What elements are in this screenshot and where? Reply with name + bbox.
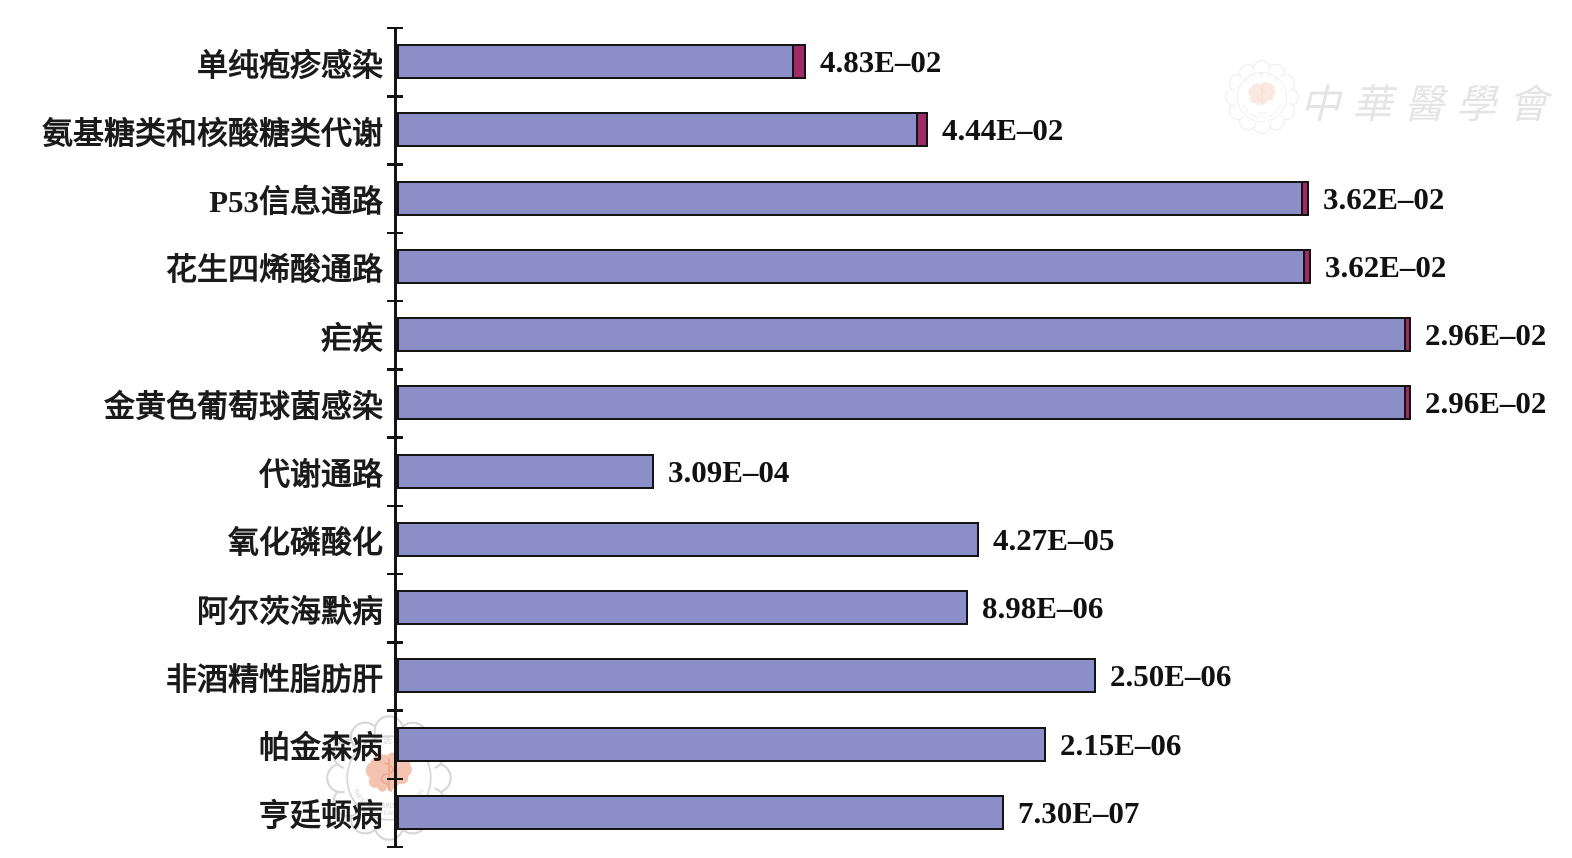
- value-label: 7.30E–07: [1018, 794, 1140, 830]
- axis-tick: [387, 572, 403, 576]
- value-label: 2.96E–02: [1425, 317, 1547, 353]
- category-label: 亨廷顿病: [259, 798, 383, 834]
- value-label: 2.96E–02: [1425, 385, 1547, 421]
- value-label: 4.27E–05: [993, 521, 1115, 557]
- bar-main-segment: [398, 182, 1301, 214]
- category-label: 氧化磷酸化: [228, 525, 383, 561]
- category-label: 代谢通路: [259, 457, 383, 493]
- bar-main-segment: [398, 46, 792, 78]
- bar: [396, 590, 968, 626]
- value-label: 2.15E–06: [1060, 726, 1182, 762]
- category-label: 帕金森病: [259, 730, 383, 766]
- bar-cap-segment: [791, 46, 804, 78]
- bar: [396, 726, 1046, 762]
- value-label: 4.44E–02: [942, 112, 1064, 148]
- axis-tick: [387, 95, 403, 98]
- bar-main-segment: [398, 660, 1094, 692]
- bar-main-segment: [398, 523, 977, 555]
- value-label: 3.62E–02: [1323, 180, 1445, 216]
- bar: [396, 112, 928, 148]
- category-label: 花生四烯酸通路: [166, 252, 383, 288]
- axis-tick: [387, 368, 403, 371]
- axis-tick: [387, 777, 403, 780]
- value-label: 3.62E–02: [1325, 248, 1447, 284]
- axis-tick: [387, 299, 403, 303]
- category-label: 阿尔茨海默病: [197, 593, 383, 629]
- value-label: 3.09E–04: [668, 453, 790, 489]
- bar: [396, 317, 1411, 353]
- bar-main-segment: [398, 387, 1404, 419]
- bar-main-segment: [398, 250, 1303, 282]
- bar: [396, 453, 654, 489]
- axis-tick: [387, 641, 403, 644]
- bar-main-segment: [398, 319, 1404, 351]
- bar: [396, 794, 1004, 830]
- category-label: 金黄色葡萄球菌感染: [104, 388, 383, 424]
- bar: [396, 385, 1411, 421]
- bar-cap-segment: [1302, 250, 1309, 282]
- bar: [396, 521, 979, 557]
- value-label: 2.50E–06: [1110, 658, 1232, 694]
- category-label: 氨基糖类和核酸糖类代谢: [42, 115, 383, 151]
- axis-tick: [387, 845, 403, 849]
- bar-cap-segment: [1403, 387, 1409, 419]
- bar-cap-segment: [1300, 182, 1307, 214]
- bar: [396, 658, 1096, 694]
- bar: [396, 180, 1309, 216]
- bar-cap-segment: [1403, 319, 1409, 351]
- axis-tick: [387, 231, 403, 234]
- category-label: P53信息通路: [209, 184, 383, 220]
- category-label: 疟疾: [321, 320, 383, 356]
- value-label: 4.83E–02: [820, 44, 942, 80]
- category-label: 单纯疱疹感染: [197, 47, 383, 83]
- bar-main-segment: [398, 796, 1002, 828]
- bar: [396, 248, 1311, 284]
- bar-main-segment: [398, 114, 916, 146]
- axis-tick: [387, 436, 403, 439]
- category-label: 非酒精性脂肪肝: [166, 661, 383, 697]
- axis-tick: [387, 709, 403, 712]
- bar-cap-segment: [915, 114, 926, 146]
- bar-main-segment: [398, 728, 1044, 760]
- bar-main-segment: [398, 592, 966, 624]
- axis-tick: [387, 26, 403, 30]
- axis-tick: [387, 163, 403, 166]
- bar-main-segment: [398, 455, 652, 487]
- watermark-calligraphy-text: 中華醫學會: [1300, 82, 1560, 127]
- axis-tick: [387, 504, 403, 507]
- bar: [396, 44, 806, 80]
- value-label: 8.98E–06: [982, 590, 1104, 626]
